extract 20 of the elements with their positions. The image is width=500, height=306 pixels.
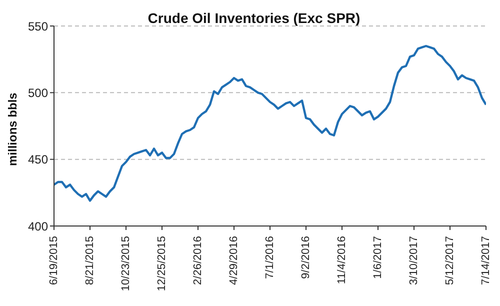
x-tick-label: 4/29/2016: [228, 236, 240, 285]
x-tick-label: 1/6/2017: [372, 236, 384, 279]
x-tick-label: 7/14/2017: [480, 236, 492, 285]
y-axis-title: millions bbls: [5, 92, 20, 166]
x-tick-label: 2/26/2016: [192, 236, 204, 285]
y-tick-label: 550: [28, 19, 48, 34]
x-tick-label: 11/4/2016: [336, 236, 348, 284]
y-tick-label: 400: [28, 219, 48, 234]
x-tick-label: 8/21/2015: [84, 236, 96, 285]
y-tick-label: 500: [28, 86, 48, 100]
y-tick-label: 450: [28, 152, 48, 167]
x-tick-label: 10/23/2015: [120, 236, 132, 292]
x-tick-label: 12/25/2015: [156, 236, 168, 292]
chart-title: Crude Oil Inventories (Exc SPR): [148, 10, 360, 26]
x-tick-label: 7/1/2016: [264, 236, 276, 279]
x-tick-label: 9/2/2016: [300, 236, 312, 279]
x-tick-label: 6/19/2015: [48, 236, 60, 285]
x-tick-label: 5/12/2017: [444, 236, 456, 285]
line-series: [54, 44, 486, 202]
x-tick-label: 3/10/2017: [408, 236, 420, 285]
